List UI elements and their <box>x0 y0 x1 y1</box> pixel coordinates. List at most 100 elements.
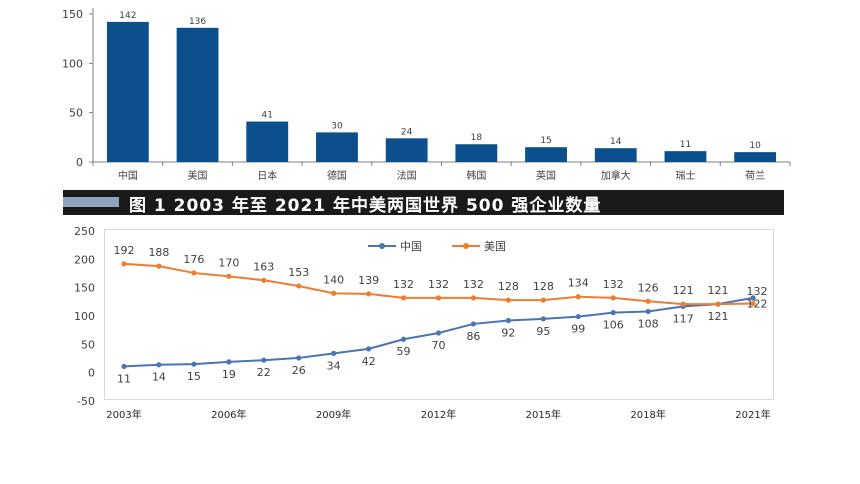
data-label-china: 95 <box>536 325 550 338</box>
line-x-tick-label: 2021年 <box>735 408 770 421</box>
point-china <box>435 330 442 336</box>
bar-category-label: 英国 <box>536 169 556 182</box>
bar <box>176 27 219 162</box>
data-label-china: 19 <box>222 368 236 381</box>
bar-category-label: 瑞士 <box>675 169 695 182</box>
data-label-usa: 132 <box>463 278 484 291</box>
bar-data-label: 10 <box>749 141 761 151</box>
legend-label: 美国 <box>484 240 506 253</box>
bar-data-label: 41 <box>262 111 273 121</box>
bar-category-label: 日本 <box>257 169 277 182</box>
caption-accent-stripe <box>63 197 119 207</box>
data-label-china: 99 <box>571 323 585 336</box>
bar <box>316 132 358 162</box>
data-label-usa: 153 <box>288 266 309 279</box>
bar-y-tick-label: 100 <box>62 57 83 70</box>
data-label-usa: 122 <box>747 298 768 311</box>
line-x-tick-label: 2015年 <box>526 408 561 421</box>
point-usa <box>156 263 162 269</box>
bar-category-label: 中国 <box>118 169 138 182</box>
data-label-china: 59 <box>397 345 411 358</box>
bar-data-label: 136 <box>189 17 206 27</box>
bar-data-label: 24 <box>401 127 413 137</box>
bar <box>734 152 777 162</box>
data-label-usa: 140 <box>323 273 344 286</box>
bar-data-label: 15 <box>540 136 551 146</box>
bar-data-label: 18 <box>471 133 483 143</box>
data-label-usa: 128 <box>533 280 554 293</box>
legend-marker <box>379 243 385 249</box>
data-label-usa: 192 <box>114 244 135 257</box>
point-usa <box>226 273 232 279</box>
point-china <box>470 321 477 327</box>
line-x-tick-label: 2006年 <box>211 408 246 421</box>
point-usa <box>715 301 721 307</box>
point-usa <box>575 294 581 300</box>
bar <box>385 138 428 162</box>
data-label-china: 108 <box>638 317 659 330</box>
point-china <box>540 316 546 322</box>
data-label-china: 26 <box>292 364 306 377</box>
bar-category-label: 德国 <box>327 169 347 182</box>
bar-data-label: 11 <box>680 140 691 150</box>
point-china <box>575 313 581 320</box>
data-label-usa: 132 <box>428 278 449 291</box>
point-china <box>366 346 372 352</box>
line-y-tick-label: 100 <box>74 310 95 323</box>
point-china <box>400 336 407 342</box>
point-usa <box>610 295 616 301</box>
data-label-usa: 188 <box>148 246 169 259</box>
point-usa <box>645 298 651 304</box>
point-usa <box>435 295 442 301</box>
bar-category-label: 美国 <box>188 169 208 182</box>
data-label-china: 106 <box>603 319 624 332</box>
data-label-usa: 163 <box>253 260 274 273</box>
point-china <box>226 359 232 365</box>
bar-data-label: 14 <box>610 137 622 147</box>
bar-data-label: 142 <box>119 11 136 21</box>
data-label-china: 70 <box>432 339 446 352</box>
bar <box>455 144 498 162</box>
data-label-usa: 132 <box>603 278 624 291</box>
bar <box>106 21 149 162</box>
data-label-china: 117 <box>673 312 694 325</box>
bar-category-label: 韩国 <box>466 169 486 182</box>
point-china <box>156 362 162 368</box>
point-usa <box>470 295 477 301</box>
data-label-usa: 126 <box>638 281 659 294</box>
line-y-tick-label: 150 <box>74 282 95 295</box>
figure-caption-bar: 图 1 2003 年至 2021 年中美两国世界 500 强企业数量 <box>63 190 784 216</box>
point-usa <box>505 297 511 303</box>
point-usa <box>191 270 197 276</box>
data-label-china: 132 <box>747 285 768 298</box>
line-y-tick-label: 0 <box>88 367 95 380</box>
data-label-china: 86 <box>466 330 480 343</box>
line-chart-frame <box>104 229 774 400</box>
point-usa <box>750 300 756 307</box>
point-china <box>645 308 651 315</box>
data-label-usa: 170 <box>218 256 239 269</box>
point-china <box>261 357 267 363</box>
bar <box>594 148 637 162</box>
point-china <box>296 355 302 361</box>
data-label-china: 92 <box>501 327 515 340</box>
bar-chart: 0 50 100 150 142 中国 136 美国 41 日本 30 德国 24 法国 18 韩国 15 英国 1… <box>62 8 791 182</box>
bar-category-label: 加拿大 <box>601 169 631 182</box>
data-label-usa: 176 <box>183 253 204 266</box>
point-china <box>121 363 127 370</box>
line-x-tick-label: 2018年 <box>630 408 665 421</box>
point-china <box>331 350 337 356</box>
line-y-tick-label: 50 <box>81 338 95 351</box>
bar-y-tick-label: 150 <box>62 8 83 21</box>
legend-marker <box>463 243 469 249</box>
point-china <box>505 317 511 324</box>
line-y-tick-label: -50 <box>77 395 95 408</box>
line-y-tick-label: 200 <box>74 253 95 266</box>
bar-data-label: 30 <box>331 121 343 131</box>
bar <box>664 151 707 162</box>
data-label-usa: 121 <box>708 284 729 297</box>
data-label-usa: 128 <box>498 280 519 293</box>
data-label-china: 121 <box>708 310 729 323</box>
data-label-china: 42 <box>362 355 376 368</box>
